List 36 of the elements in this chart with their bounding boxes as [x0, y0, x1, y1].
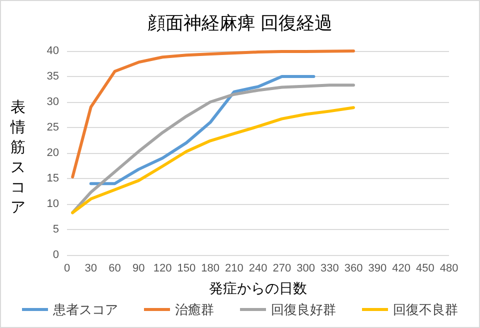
x-tick-label: 360 — [344, 262, 363, 274]
x-tick-label: 60 — [108, 262, 121, 274]
line-series — [71, 50, 355, 178]
x-tick-label: 90 — [132, 262, 145, 274]
y-tick-label: 0 — [52, 249, 59, 261]
line-series — [71, 106, 355, 214]
x-tick-label: 420 — [392, 262, 410, 274]
y-tick-label: 25 — [46, 122, 59, 134]
x-tick-label: 330 — [320, 262, 339, 274]
line-series — [89, 75, 316, 186]
y-tick-label: 5 — [52, 224, 59, 236]
legend-label: 回復良好群 — [271, 302, 336, 317]
x-tick-label: 150 — [177, 262, 196, 274]
x-tick-label: 180 — [201, 262, 220, 274]
y-tick-label: 10 — [46, 198, 59, 210]
x-tick-label: 270 — [272, 262, 292, 274]
y-axis-title: 表情筋スコア — [9, 97, 26, 217]
y-tick-label: 20 — [46, 147, 59, 159]
x-tick-label: 300 — [296, 262, 315, 274]
x-tick-label: 0 — [64, 262, 70, 274]
x-tick-label: 390 — [368, 262, 387, 274]
legend-label: 治癒群 — [175, 302, 214, 317]
x-tick-label: 240 — [248, 262, 268, 274]
y-tick-label: 15 — [46, 172, 59, 184]
x-tick-label: 120 — [153, 262, 172, 274]
y-tick-label: 40 — [46, 45, 59, 57]
x-tick-label: 30 — [84, 262, 97, 274]
chart-title: 顔面神経麻痺 回復経過 — [147, 13, 333, 33]
x-tick-label: 480 — [440, 262, 458, 274]
legend-label: 回復不良群 — [393, 302, 458, 317]
x-axis-title: 発症からの日数 — [209, 280, 307, 296]
y-tick-label: 30 — [46, 96, 59, 108]
x-tick-label: 210 — [224, 262, 244, 274]
y-tick-label: 35 — [46, 70, 59, 82]
x-tick-label: 450 — [416, 262, 434, 274]
legend-label: 患者スコア — [52, 302, 118, 317]
